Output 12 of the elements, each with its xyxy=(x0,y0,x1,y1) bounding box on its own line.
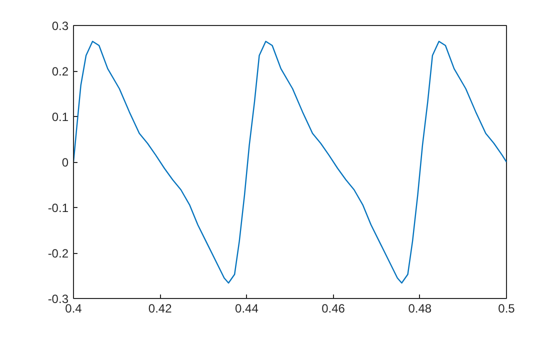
y-tick-label: -0.1 xyxy=(48,201,69,215)
y-tick-label: 0 xyxy=(62,156,69,170)
y-tick-label: 0.2 xyxy=(52,64,69,78)
y-tick-label: -0.2 xyxy=(48,246,69,260)
y-tick-label: 0.3 xyxy=(52,19,69,33)
x-tick-label: 0.46 xyxy=(322,302,346,316)
x-tick-label: 0.5 xyxy=(498,302,516,316)
x-tick-label: 0.48 xyxy=(408,302,432,316)
line-series xyxy=(74,40,506,284)
x-tick-label: 0.42 xyxy=(148,302,172,316)
x-tick-label: 0.44 xyxy=(235,302,259,316)
y-tick-label: 0.1 xyxy=(52,110,69,124)
